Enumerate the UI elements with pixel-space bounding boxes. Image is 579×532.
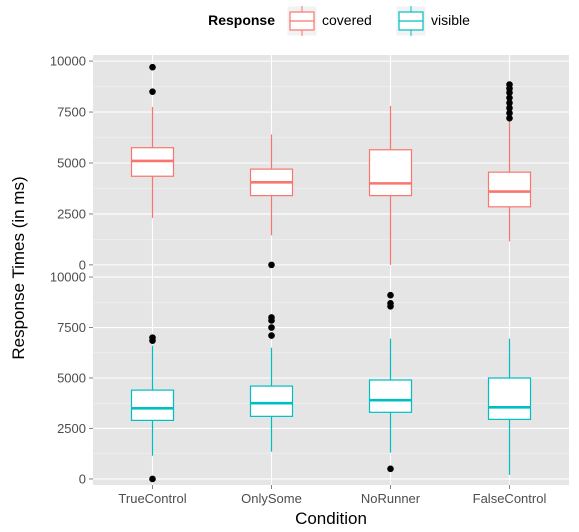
- outlier-point: [149, 88, 156, 95]
- outlier-point: [268, 324, 275, 331]
- x-axis-title: Condition: [295, 509, 367, 528]
- outlier-point: [506, 104, 513, 112]
- y-tick-label: 5000: [57, 371, 86, 386]
- x-tick-label: FalseControl: [473, 491, 547, 506]
- legend-title: Response: [208, 12, 275, 28]
- outlier-point: [268, 314, 275, 321]
- x-tick-label: TrueControl: [118, 491, 186, 506]
- outlier-point: [506, 114, 513, 122]
- y-tick-label: 0: [79, 257, 86, 272]
- x-tick-label: NoRunner: [361, 491, 421, 506]
- box-visible-OnlySome: [249, 314, 294, 452]
- outlier-point: [387, 300, 394, 307]
- outlier-point: [506, 99, 513, 107]
- outlier-point: [268, 261, 275, 269]
- outlier-point: [149, 63, 156, 71]
- iqr-box: [368, 149, 413, 197]
- box-covered-FalseControl: [487, 81, 532, 242]
- outlier-point: [387, 465, 394, 473]
- legend-label-visible: visible: [431, 12, 470, 28]
- iqr-box: [130, 389, 175, 421]
- iqr-box: [487, 171, 532, 208]
- panel-covered: 0 2500 5000 7500 10000: [50, 54, 569, 272]
- box-visible-NoRunner: [368, 291, 413, 473]
- y-tick-label: 2500: [57, 421, 86, 436]
- box-visible-TrueControl: [130, 334, 175, 483]
- x-axis: TrueControl OnlySome NoRunner FalseControl: [118, 485, 546, 506]
- box-visible-FalseControl: [487, 338, 532, 475]
- y-tick-label: 2500: [57, 206, 86, 221]
- y-tick-label: 7500: [57, 105, 86, 120]
- y-tick-label: 5000: [57, 156, 86, 171]
- outlier-point: [149, 334, 156, 341]
- outlier-point: [506, 81, 513, 88]
- y-tick-label: 7500: [57, 320, 86, 335]
- outlier-point: [506, 109, 513, 117]
- y-tick-label: 10000: [50, 270, 86, 285]
- y-axis-title: Response Times (in ms): [9, 176, 28, 359]
- iqr-box: [368, 379, 413, 413]
- x-tick-label: OnlySome: [241, 491, 302, 506]
- box-covered-NoRunner: [368, 105, 413, 265]
- legend: Response covered visible: [208, 5, 470, 37]
- box-covered-OnlySome: [249, 134, 294, 269]
- iqr-box: [249, 385, 294, 417]
- outlier-point: [506, 94, 513, 102]
- outlier-point: [387, 291, 394, 299]
- y-tick-label: 10000: [50, 54, 86, 69]
- panel-visible: 0 2500 5000 7500 10000: [50, 270, 569, 486]
- legend-key-visible: [395, 5, 427, 37]
- outlier-point: [149, 475, 156, 483]
- legend-label-covered: covered: [322, 12, 372, 28]
- outlier-point: [268, 332, 275, 339]
- legend-key-covered: [286, 5, 318, 37]
- box-covered-TrueControl: [130, 63, 175, 219]
- y-tick-label: 0: [79, 471, 86, 486]
- iqr-box: [487, 377, 532, 420]
